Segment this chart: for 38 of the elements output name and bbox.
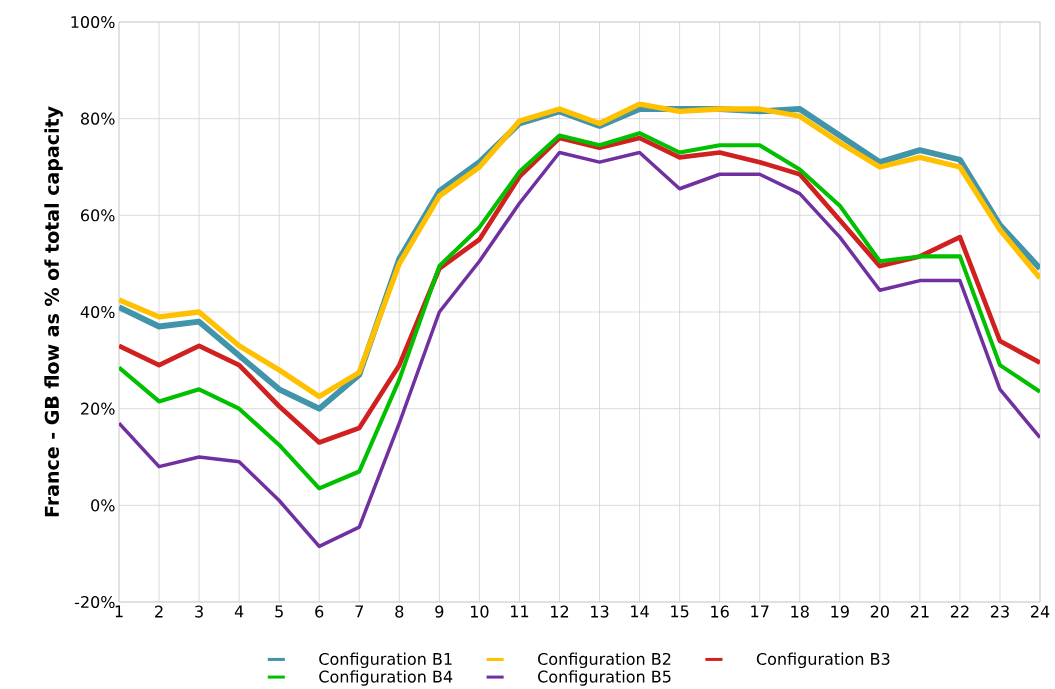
x-tick-label: 17 — [751, 605, 769, 618]
legend-label: Configuration B1 — [319, 652, 452, 669]
line-series — [119, 150, 1041, 549]
x-tick-label: 1 — [115, 605, 123, 618]
y-tick-label: 0% — [91, 499, 115, 512]
x-tick-label: 15 — [671, 605, 689, 618]
y-tick-label: 40% — [80, 305, 115, 319]
x-tick-label: 7 — [355, 605, 363, 618]
legend-label: Configuration B3 — [756, 652, 890, 669]
x-tick-label: 10 — [470, 605, 489, 618]
x-tick-label: 6 — [315, 605, 324, 618]
x-tick-label: 5 — [275, 605, 283, 618]
x-tick-label: 3 — [195, 605, 203, 618]
x-tick-label: 2 — [155, 605, 163, 618]
x-tick-label: 14 — [631, 605, 649, 618]
x-tick-label: 20 — [870, 605, 889, 618]
y-axis-title: France - GB flow as % of total capacity — [44, 106, 63, 517]
y-tick-label: 60% — [81, 209, 115, 222]
x-tick-label: 12 — [551, 605, 569, 618]
x-tick-label: 8 — [395, 605, 404, 618]
x-tick-label: 23 — [990, 605, 1009, 618]
x-tick-label: 22 — [950, 605, 969, 618]
x-tick-label: 16 — [711, 605, 729, 618]
y-tick-label: -20% — [74, 595, 115, 609]
y-tick-label: 100% — [71, 15, 115, 29]
x-tick-label: 4 — [234, 605, 244, 618]
legend-label: Configuration B4 — [319, 670, 453, 686]
x-tick-label: 11 — [511, 605, 529, 618]
x-tick-label: 24 — [1031, 605, 1050, 618]
y-tick-label: 80% — [80, 112, 115, 125]
legend-label: Configuration B5 — [538, 670, 671, 686]
x-tick-label: 21 — [910, 605, 929, 618]
x-tick-label: 13 — [591, 605, 609, 618]
x-tick-label: 18 — [791, 605, 809, 618]
x-tick-label: 19 — [831, 605, 849, 618]
legend-label: Configuration B2 — [538, 652, 671, 669]
y-tick-label: 20% — [81, 402, 115, 415]
x-tick-label: 9 — [435, 605, 444, 618]
